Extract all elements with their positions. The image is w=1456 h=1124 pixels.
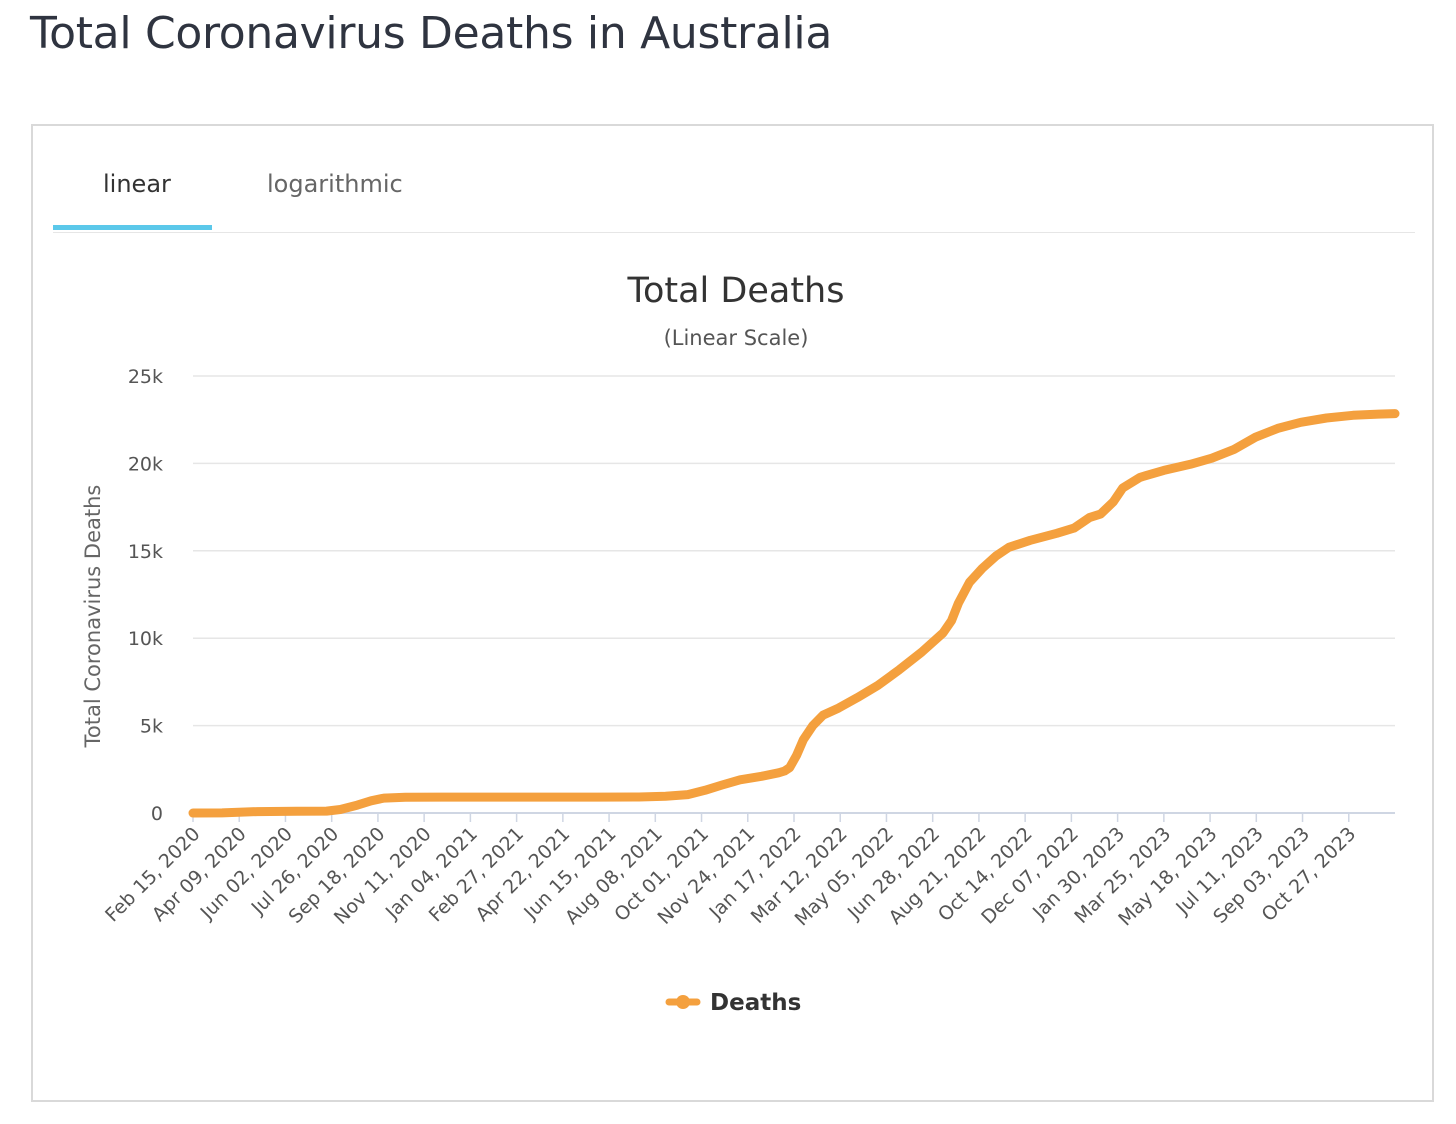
y-tick-label: 20k (128, 453, 163, 475)
series-layer (188, 409, 1400, 818)
active-tab-indicator (53, 225, 212, 230)
legend[interactable]: Deaths (665, 990, 801, 1016)
legend-label-deaths[interactable]: Deaths (710, 990, 801, 1016)
chart-panel: linear logarithmic Total Deaths (Linear … (31, 124, 1434, 1102)
y-axis-ticks: 0 5k 10k 15k 20k 25k (128, 366, 163, 825)
legend-swatch-marker (676, 995, 690, 1009)
y-tick-label: 0 (151, 803, 163, 825)
page-title: Total Coronavirus Deaths in Australia (30, 8, 833, 59)
scale-tabs: linear logarithmic (53, 156, 1415, 233)
y-tick-label: 25k (128, 366, 163, 388)
chart-subtitle: (Linear Scale) (664, 326, 809, 350)
y-tick-label: 10k (128, 628, 163, 650)
y-tick-label: 15k (128, 541, 163, 563)
tab-linear[interactable]: linear (103, 170, 171, 198)
tab-logarithmic[interactable]: logarithmic (267, 170, 403, 198)
series-line-deaths (188, 409, 1400, 818)
y-axis-title: Total Coronavirus Deaths (81, 485, 105, 749)
line-chart: Total Deaths (Linear Scale) Total Corona… (81, 271, 1400, 1016)
y-tick-label: 5k (140, 716, 163, 738)
chart-title: Total Deaths (627, 271, 845, 311)
gridlines (193, 375, 1395, 814)
